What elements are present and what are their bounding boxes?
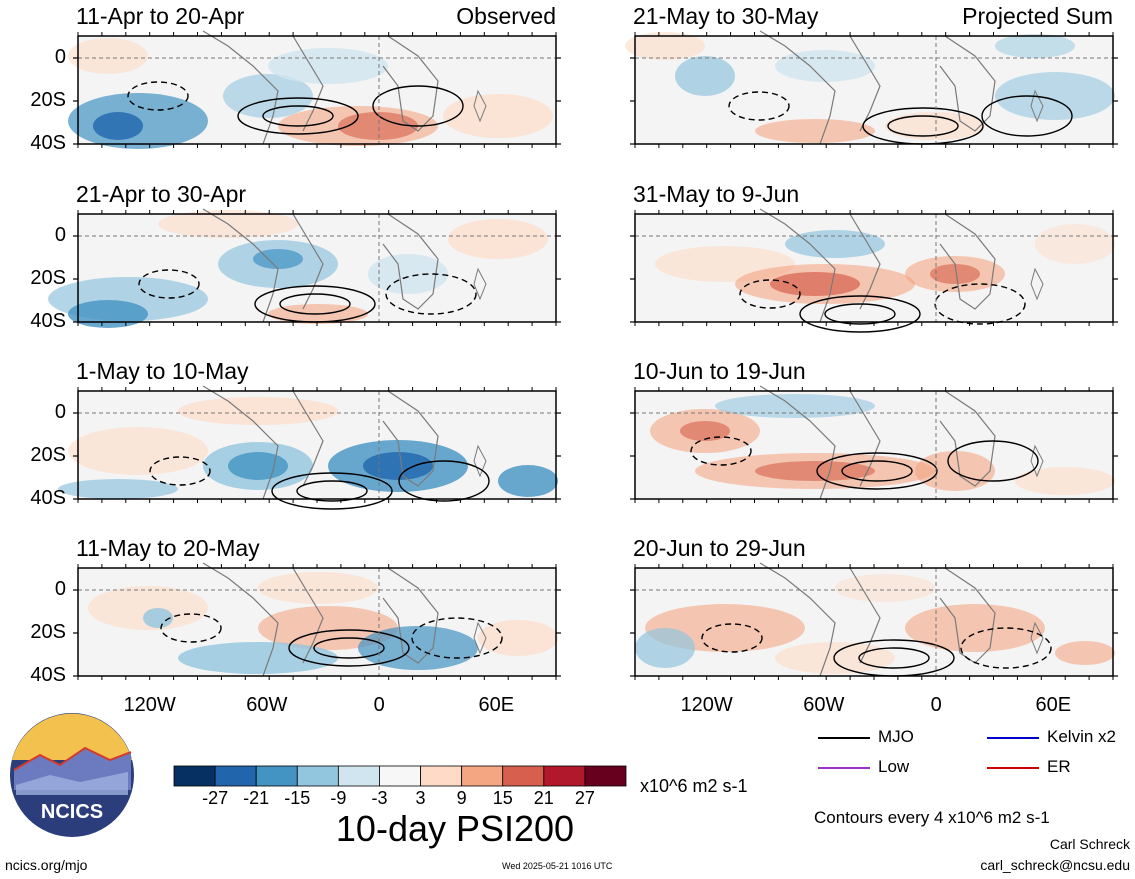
lon-tick-label: 60W [246, 694, 288, 716]
colorbar-tick-label: -9 [330, 788, 347, 808]
website-link: ncics.org/mjo [5, 857, 88, 873]
lat-tick-label: 40S [30, 664, 66, 686]
colorbar-tick-label: -21 [243, 788, 270, 808]
map-panel [58, 385, 561, 510]
lat-tick-label: 20S [30, 267, 66, 289]
panel-title: 11-May to 20-May [76, 535, 260, 561]
lat-tick-label: 20S [30, 444, 66, 466]
colorbar-tick-label: -15 [284, 788, 311, 808]
map-panel [48, 208, 561, 328]
colorbar-tick-label: -3 [371, 788, 388, 808]
panel-title: 21-Apr to 30-Apr [76, 181, 247, 207]
lon-tick-label: 60E [1035, 694, 1072, 716]
panel-title: 1-May to 10-May [76, 358, 249, 384]
map-panel [630, 562, 1118, 680]
lon-tick-label: 120W [123, 694, 176, 716]
author-name: Carl Schreck [1049, 836, 1130, 852]
panel-title: 21-May to 30-May [633, 3, 819, 29]
panel-title: 31-May to 9-Jun [633, 181, 800, 207]
lat-tick-label: 0 [54, 401, 66, 423]
ncics-logo: NCICS [10, 713, 134, 837]
timestamp: Wed 2025-05-21 1016 UTC [502, 861, 613, 871]
observed-label: Observed [456, 3, 556, 29]
map-panel [625, 30, 1118, 148]
lat-tick-label: 0 [54, 224, 66, 246]
map-panel [630, 208, 1118, 333]
author-email: carl_schreck@ncsu.edu [980, 857, 1130, 873]
colorbar-unit: x10^6 m2 s-1 [640, 776, 748, 796]
lon-tick-label: 120W [680, 694, 733, 716]
lat-tick-label: 20S [30, 89, 66, 111]
lon-tick-label: 0 [930, 694, 942, 716]
lat-tick-label: 0 [54, 46, 66, 68]
lon-tick-label: 60E [478, 694, 515, 716]
svg-text:NCICS: NCICS [41, 801, 103, 823]
colorbar-tick-label: 3 [415, 788, 426, 808]
colorbar-tick-label: 15 [492, 788, 513, 808]
legend-label: Kelvin x2 [1047, 727, 1116, 746]
map-panel [73, 562, 561, 680]
colorbar-tick-label: 21 [533, 788, 554, 808]
colorbar [173, 765, 627, 787]
lat-tick-label: 20S [30, 621, 66, 643]
lat-tick-label: 0 [54, 578, 66, 600]
legend-label: Low [878, 757, 910, 776]
map-panel [68, 30, 561, 149]
colorbar-tick-label: 27 [574, 788, 595, 808]
panel-title: 10-Jun to 19-Jun [633, 358, 806, 384]
lat-tick-label: 40S [30, 132, 66, 154]
colorbar-tick-label: -27 [202, 788, 229, 808]
lat-tick-label: 40S [30, 487, 66, 509]
colorbar-tick-label: 9 [456, 788, 467, 808]
lon-tick-label: 60W [803, 694, 845, 716]
panel-title: 11-Apr to 20-Apr [76, 3, 245, 29]
lon-tick-label: 0 [373, 694, 385, 716]
legend-label: MJO [878, 727, 914, 746]
main-title: 10-day PSI200 [335, 808, 575, 849]
map-panel [630, 385, 1118, 503]
contour-note: Contours every 4 x10^6 m2 s-1 [814, 808, 1050, 827]
legend-label: ER [1047, 757, 1071, 776]
projected-sum-label: Projected Sum [962, 3, 1113, 29]
lat-tick-label: 40S [30, 310, 66, 332]
panel-title: 20-Jun to 29-Jun [633, 535, 806, 561]
